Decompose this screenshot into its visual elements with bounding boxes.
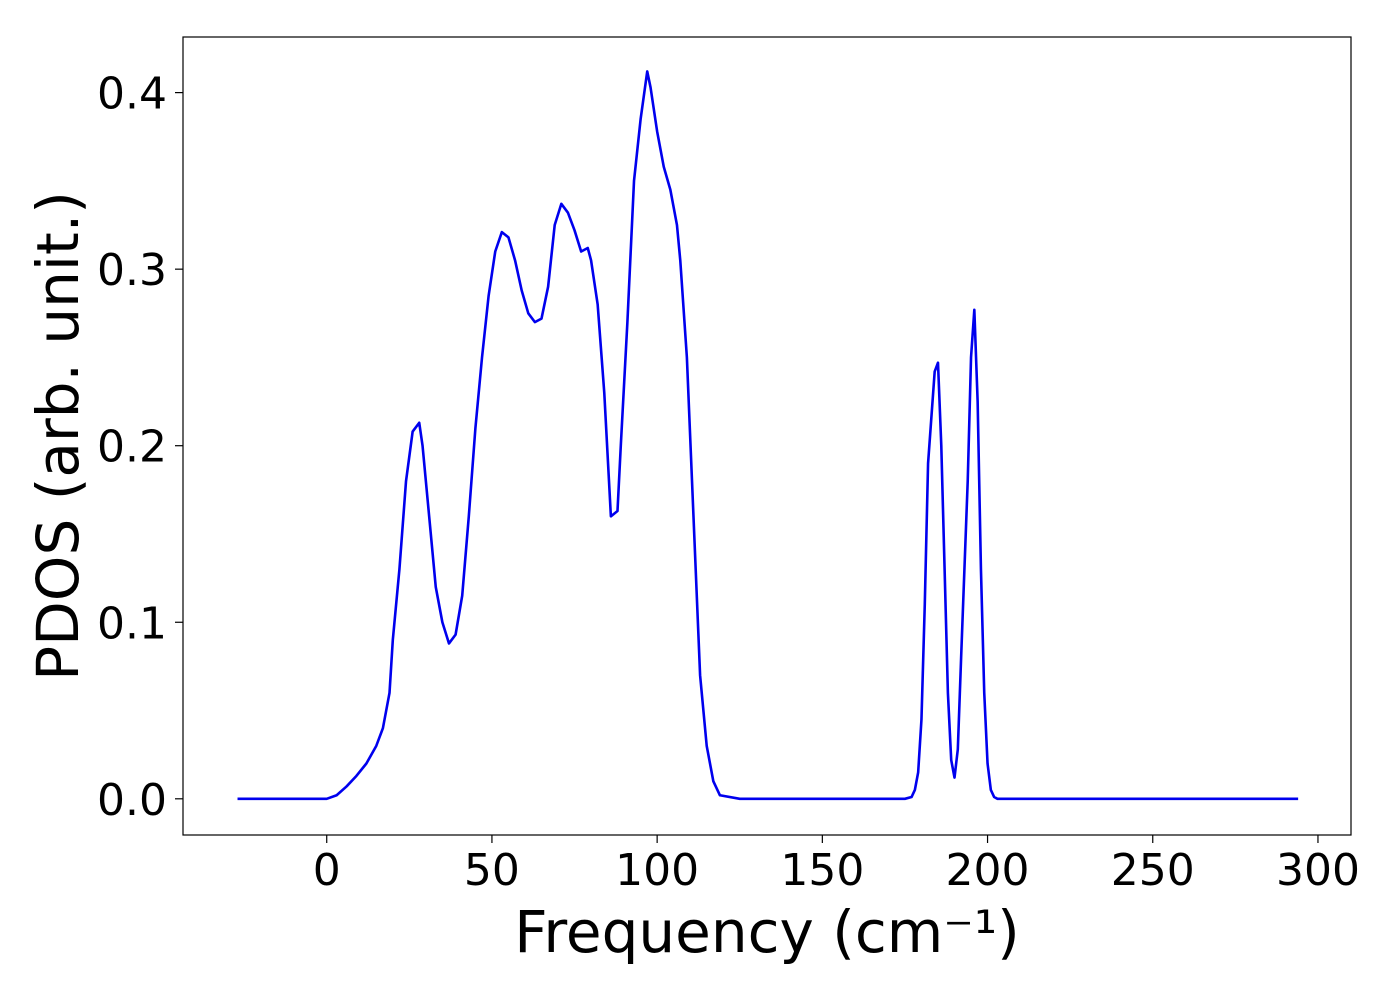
y-tick-label: 0.1 xyxy=(97,598,167,649)
axis-tick-labels: 0 50 100 150 200 250 300 0.0 0.1 0.2 0.3 0.4 xyxy=(97,69,1360,896)
x-tick-label: 250 xyxy=(1111,845,1195,896)
y-tick-label: 0.2 xyxy=(97,422,167,473)
y-tick-label: 0.0 xyxy=(97,775,167,826)
x-tick-label: 0 xyxy=(313,845,341,896)
x-axis-label: Frequency (cm⁻¹) xyxy=(514,898,1020,966)
axis-ticks xyxy=(175,92,1319,843)
x-tick-label: 100 xyxy=(615,845,699,896)
y-tick-label: 0.3 xyxy=(97,245,167,296)
pdos-series-line xyxy=(237,70,1299,801)
x-tick-label: 150 xyxy=(780,845,864,896)
x-tick-label: 50 xyxy=(464,845,520,896)
y-axis-label: PDOS (arb. unit.) xyxy=(24,191,92,681)
plot-frame xyxy=(182,36,1352,836)
x-tick-label: 200 xyxy=(946,845,1030,896)
y-tick-label: 0.4 xyxy=(97,69,167,120)
x-tick-label: 300 xyxy=(1276,845,1360,896)
